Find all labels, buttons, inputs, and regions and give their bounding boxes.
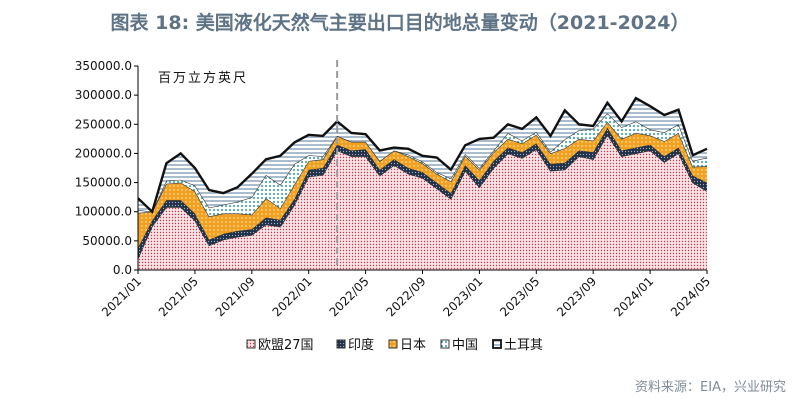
plot-area bbox=[137, 60, 708, 270]
y-tick-label: 350000.0 bbox=[75, 59, 132, 73]
y-tick-label: 300000.0 bbox=[75, 88, 132, 102]
x-tick-label: 2024/05 bbox=[668, 274, 713, 319]
x-tick-label: 2022/05 bbox=[327, 274, 372, 319]
legend-label-3: 中国 bbox=[452, 338, 478, 353]
legend-label-0: 欧盟27国 bbox=[258, 338, 314, 353]
series-area-2 bbox=[138, 122, 707, 248]
source-note: 资料来源：EIA，兴业研究 bbox=[635, 380, 786, 395]
y-tick-label: 250000.0 bbox=[75, 117, 132, 131]
legend-label-4: 土耳其 bbox=[504, 338, 543, 353]
series-area-0 bbox=[138, 134, 707, 270]
x-tick-label: 2022/09 bbox=[383, 274, 428, 319]
x-tick-label: 2022/01 bbox=[270, 274, 315, 319]
series-edge-4 bbox=[137, 96, 708, 214]
y-tick-label: 200000.0 bbox=[75, 146, 132, 160]
legend-swatch-4 bbox=[492, 339, 502, 349]
x-tick-label: 2021/09 bbox=[213, 274, 258, 319]
unit-label: 百万立方英尺 bbox=[158, 70, 248, 86]
legend-swatch-0 bbox=[246, 339, 256, 349]
y-tick-label: 50000.0 bbox=[82, 234, 132, 248]
y-tick-label: 150000.0 bbox=[75, 176, 132, 190]
series-area-4 bbox=[138, 98, 707, 212]
x-tick-label: 2021/01 bbox=[99, 274, 144, 319]
chart-title: 图表 18: 美国液化天然气主要出口目的地总量变动（2021-2024） bbox=[110, 12, 690, 34]
x-tick-label: 2023/01 bbox=[440, 274, 485, 319]
x-tick-label: 2021/05 bbox=[156, 274, 201, 319]
x-tick-label: 2023/09 bbox=[554, 274, 599, 319]
legend-swatch-2 bbox=[388, 339, 398, 349]
x-tick-label: 2023/05 bbox=[497, 274, 542, 319]
legend-swatch-3 bbox=[440, 339, 450, 349]
y-tick-label: 100000.0 bbox=[75, 205, 132, 219]
legend-label-2: 日本 bbox=[400, 338, 426, 353]
y-tick-label: 0.0 bbox=[113, 263, 132, 277]
legend-label-1: 印度 bbox=[348, 337, 374, 353]
x-tick-label: 2024/01 bbox=[611, 274, 656, 319]
legend-swatch-1 bbox=[336, 339, 346, 349]
series-area-3 bbox=[138, 113, 707, 217]
series-area-1 bbox=[138, 127, 707, 259]
legend: 欧盟27国 印度 日本 中国 土耳其 bbox=[246, 337, 543, 353]
